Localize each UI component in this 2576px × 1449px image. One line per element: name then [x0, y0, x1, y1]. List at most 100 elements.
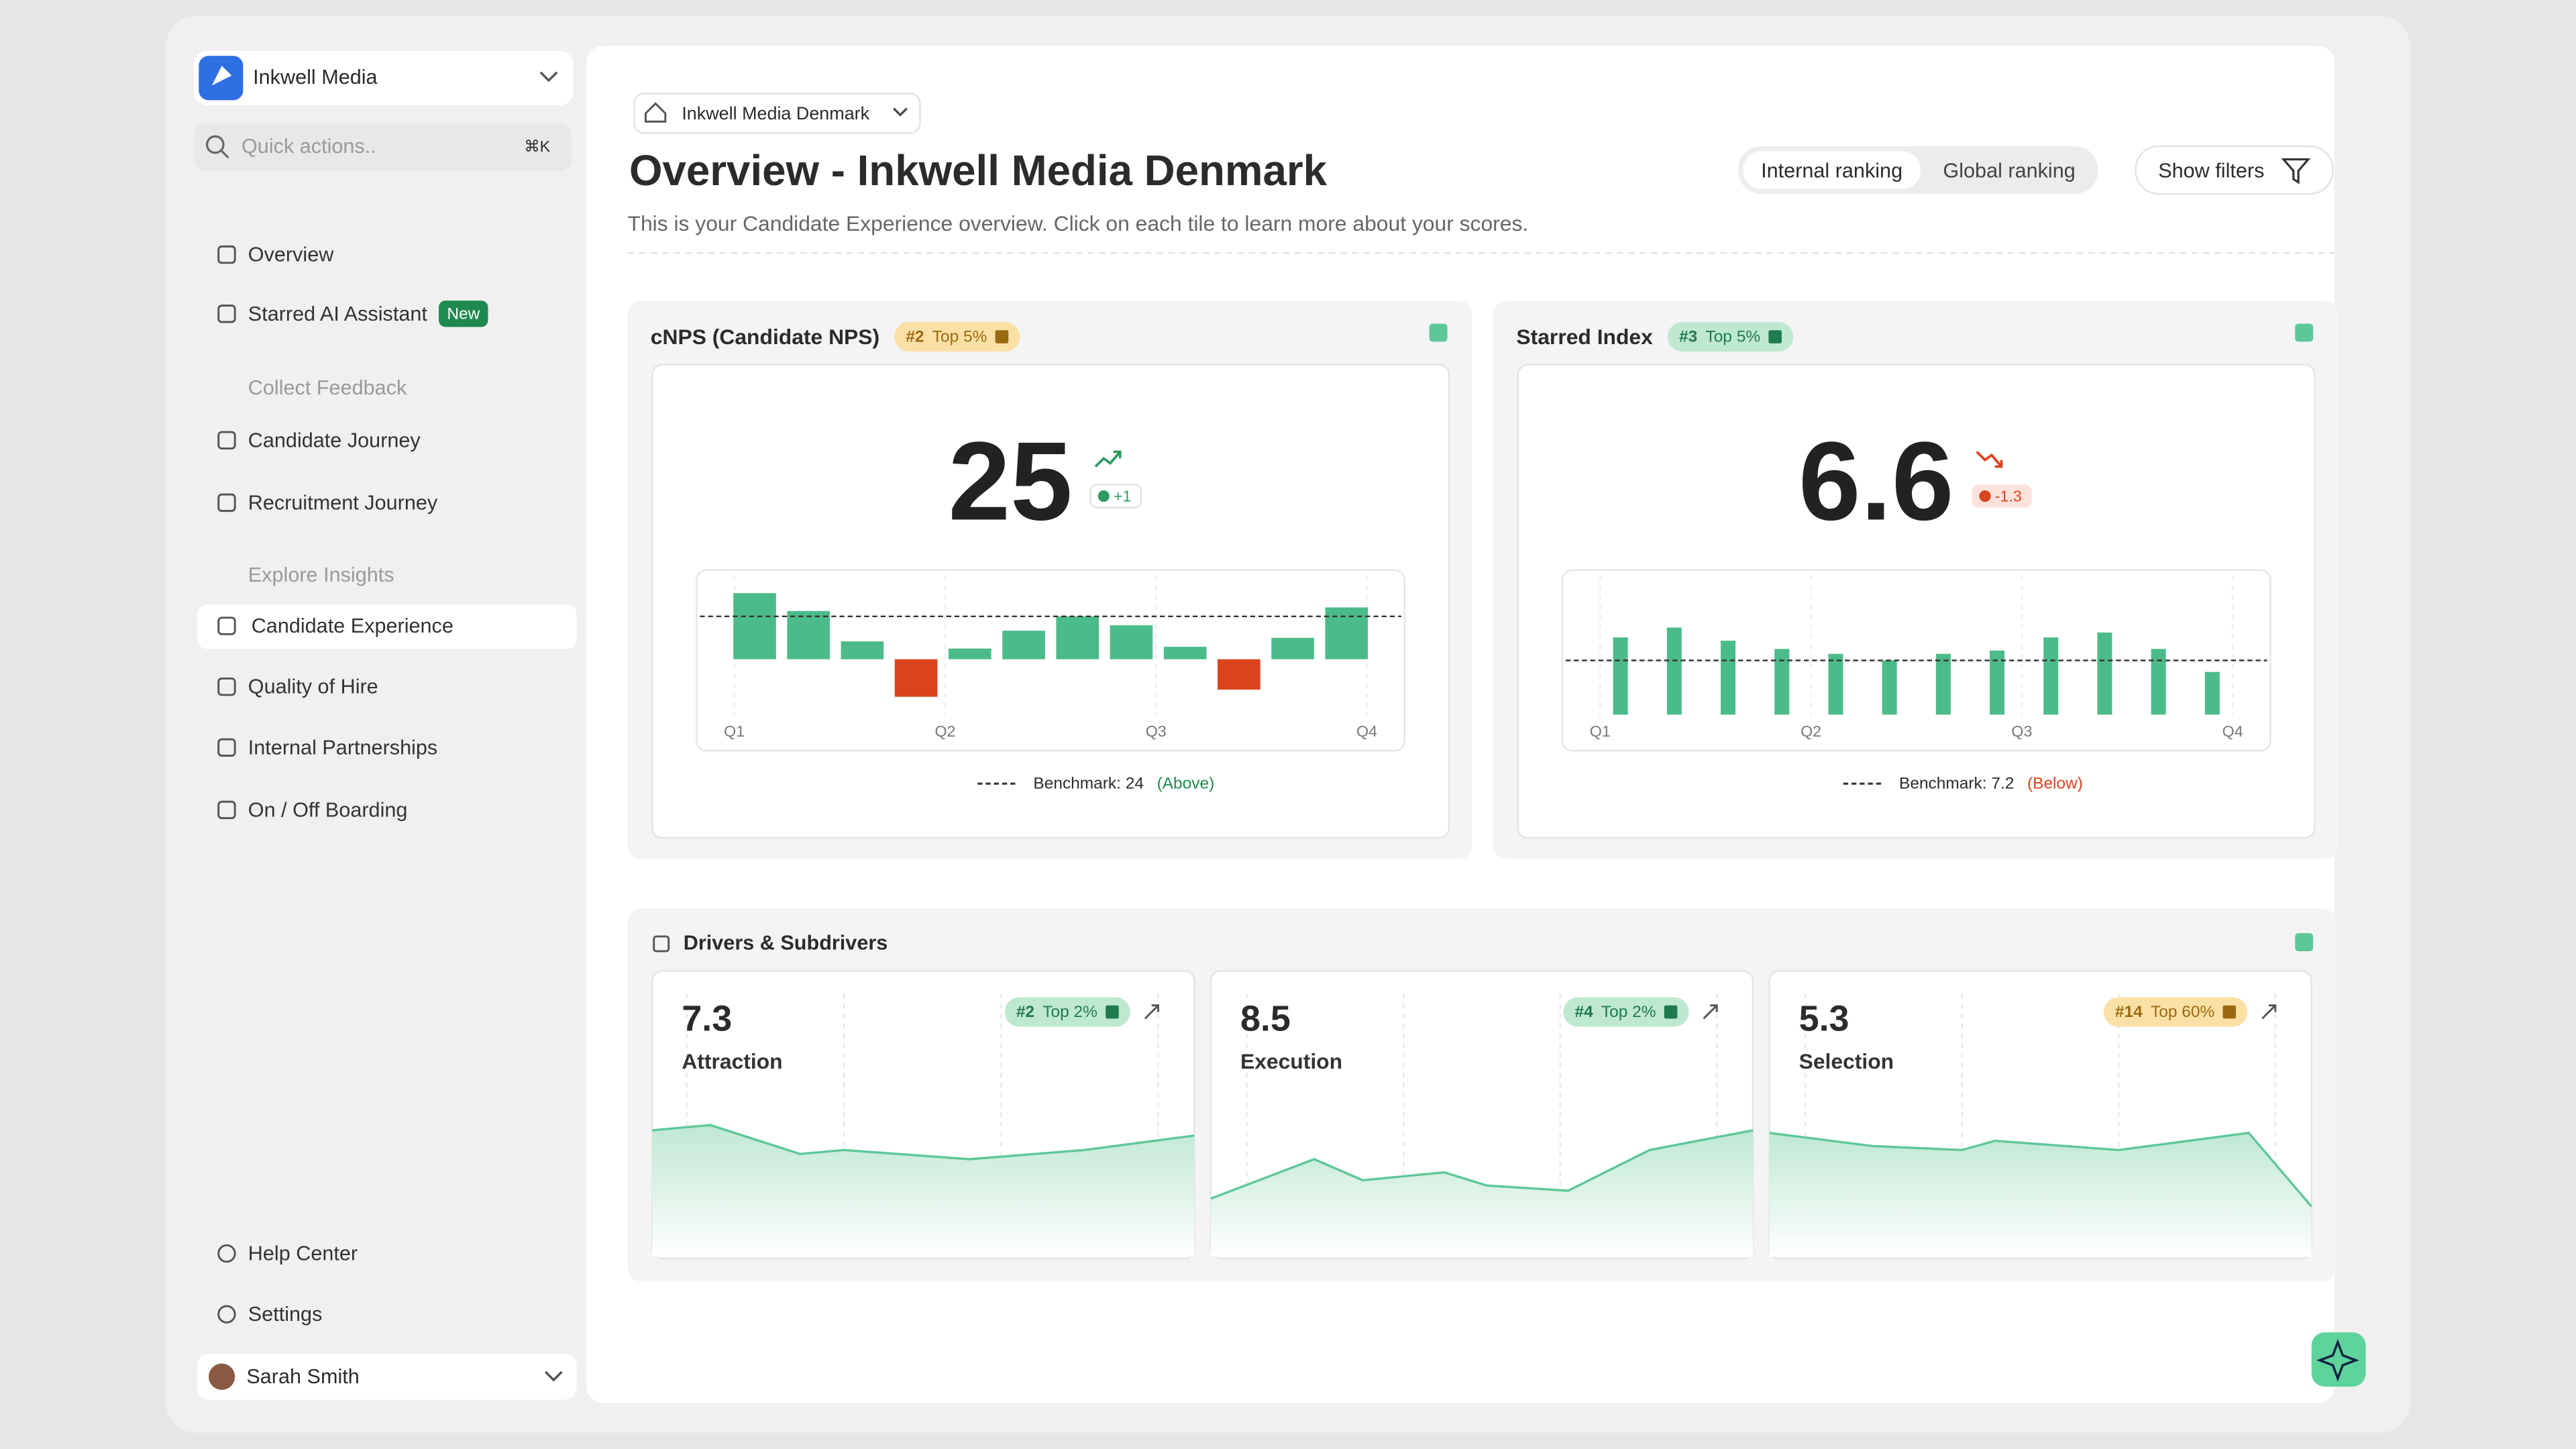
expand-icon[interactable]: [2261, 1004, 2277, 1020]
rank-badge: [1004, 997, 1130, 1027]
tile-title: cNPS (Candidate NPS): [651, 325, 879, 349]
nav-item[interactable]: Settings: [248, 1303, 323, 1326]
page-title: Overview - Inkwell Media Denmark: [629, 147, 1328, 195]
search-icon: [205, 135, 225, 154]
expand-icon[interactable]: [1703, 1004, 1718, 1020]
benchmark-status: (Above): [1157, 775, 1215, 793]
bar: [1163, 647, 1207, 659]
nav-icon: [217, 305, 236, 323]
avatar: [209, 1363, 235, 1390]
kpi-value: 6.6: [1799, 419, 1953, 544]
bar: [1271, 637, 1314, 659]
badge-icon: [1664, 1005, 1678, 1019]
bar: [1666, 627, 1682, 715]
rank-number: #2: [906, 328, 924, 346]
delta-badge: [1089, 484, 1142, 508]
workspace-switcher[interactable]: [193, 50, 574, 105]
expand-icon[interactable]: [1144, 1004, 1159, 1020]
area-line: [1769, 1131, 2313, 1208]
bar: [2204, 672, 2220, 715]
tile-title: Starred Index: [1516, 325, 1653, 349]
rank-top: Top 2%: [1601, 1003, 1656, 1021]
toggle-option[interactable]: Global ranking: [1943, 160, 2075, 182]
logo-glyph: [211, 65, 232, 86]
bar: [787, 610, 830, 659]
filters-label: Show filters: [2158, 160, 2264, 182]
nav-icon: [217, 677, 236, 696]
x-tick-label: Q1: [724, 722, 745, 740]
trend-arrow: [1094, 450, 1122, 468]
area-fill: [652, 1125, 1195, 1257]
user-menu[interactable]: [197, 1353, 577, 1400]
nav-item[interactable]: Internal Partnerships: [248, 736, 437, 759]
toggle-option[interactable]: Internal ranking: [1761, 160, 1902, 182]
rank-badge: [2103, 997, 2248, 1027]
nav-item[interactable]: On / Off Boarding: [248, 798, 408, 821]
rank-number: #14: [2115, 1003, 2143, 1021]
rank-badge: [894, 322, 1020, 352]
section-icon: [653, 935, 670, 953]
bar: [1774, 649, 1790, 715]
nav-icon: [217, 493, 236, 513]
badge-icon: [995, 330, 1009, 343]
chevron: [893, 107, 908, 117]
search-icon: [221, 150, 229, 159]
rank-badge: [1563, 997, 1689, 1027]
bar: [1613, 637, 1628, 715]
nav-item[interactable]: Starred AI Assistant: [248, 303, 428, 325]
area-fill: [1210, 1130, 1754, 1257]
home-icon: [644, 102, 667, 123]
ai-icon[interactable]: [2295, 933, 2314, 951]
nav-item[interactable]: Help Center: [248, 1242, 358, 1265]
bar: [1882, 660, 1897, 715]
nav-icon: [217, 431, 236, 450]
trend-arrow: [1976, 451, 2003, 468]
nav-item[interactable]: Candidate Experience: [252, 614, 453, 637]
benchmark-label: Benchmark: 7.2: [1899, 775, 2014, 793]
nav-heading: Collect Feedback: [248, 376, 407, 399]
benchmark-status: (Below): [2027, 775, 2083, 793]
delta-dot: [1979, 490, 1991, 502]
chevron: [539, 71, 558, 83]
filters-button[interactable]: [2135, 145, 2334, 195]
ai-assistant-button[interactable]: [2311, 1332, 2366, 1387]
delta-badge: [1972, 484, 2032, 508]
nav-icon: [217, 616, 236, 635]
benchmark-label: Benchmark: 24: [1033, 775, 1144, 793]
nav-item[interactable]: Candidate Journey: [248, 429, 421, 451]
bar: [894, 659, 938, 697]
bar: [948, 648, 991, 659]
toggle-active: [1743, 151, 1921, 189]
rank-number: #3: [1679, 328, 1697, 346]
nav-active-bg: [197, 604, 577, 649]
nav-icon: [217, 738, 236, 757]
rank-number: #2: [1016, 1003, 1034, 1021]
x-tick-label: Q3: [2011, 722, 2032, 740]
driver-score: 7.3: [682, 998, 732, 1038]
filter-icon: [2281, 158, 2311, 184]
section-title: Drivers & Subdrivers: [684, 932, 888, 955]
bar: [2043, 637, 2059, 715]
x-tick-label: Q1: [1590, 722, 1611, 740]
bar: [1828, 653, 1843, 715]
delta-value: -1.3: [1995, 488, 2022, 505]
breadcrumb[interactable]: [633, 93, 921, 134]
bar: [1721, 641, 1736, 715]
rank-top: Top 2%: [1042, 1003, 1097, 1021]
search-box[interactable]: [193, 123, 572, 171]
ai-icon[interactable]: [2295, 323, 2314, 342]
nav-icon: [217, 800, 236, 820]
nav-item[interactable]: Recruitment Journey: [248, 491, 438, 514]
nav-heading: Explore Insights: [248, 564, 394, 586]
area-line: [1210, 1129, 1754, 1200]
ai-icon[interactable]: [1429, 323, 1448, 342]
driver-name: Selection: [1799, 1049, 1894, 1073]
nav-item[interactable]: Quality of Hire: [248, 676, 378, 698]
new-badge-label: New: [447, 305, 480, 323]
bar: [2151, 649, 2166, 715]
rank-top: Top 60%: [2151, 1003, 2214, 1021]
rank-number: #4: [1574, 1003, 1593, 1021]
nav-item[interactable]: Overview: [248, 244, 334, 266]
area-line: [652, 1124, 1195, 1161]
